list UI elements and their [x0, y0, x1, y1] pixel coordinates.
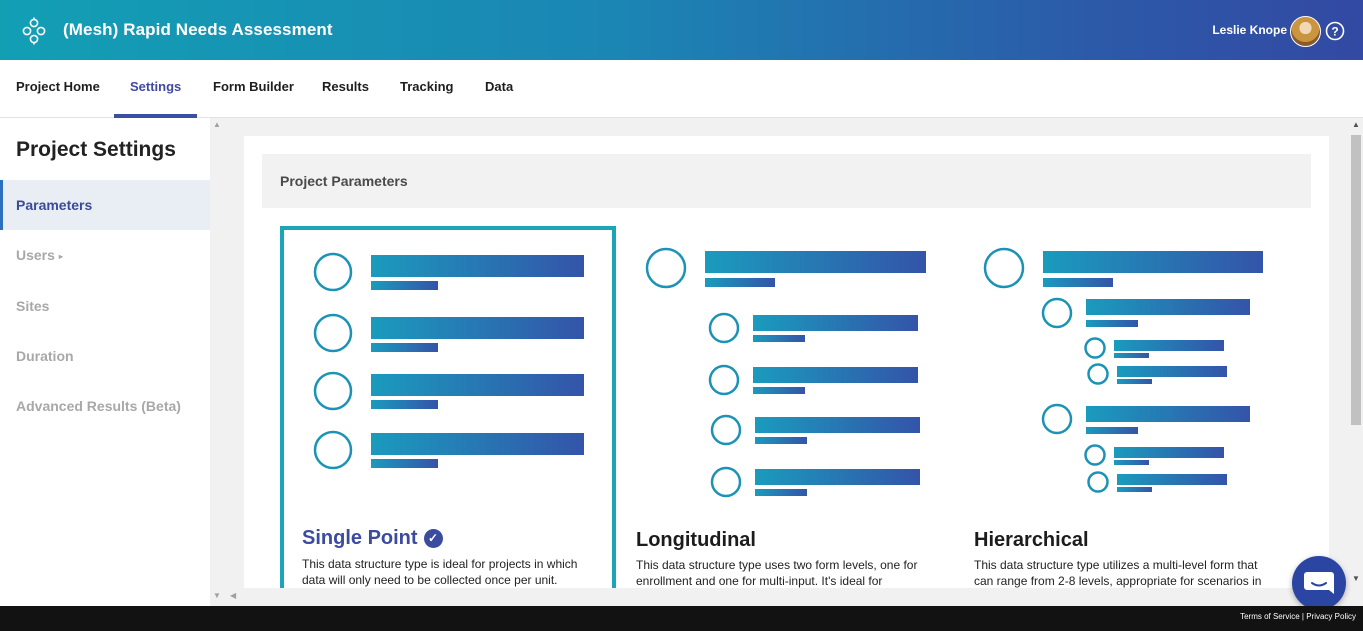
sidebar-item-advanced-results[interactable]: Advanced Results (Beta) — [16, 398, 181, 414]
caret-right-icon: ▸ — [58, 252, 63, 261]
tab-settings-label: Settings — [130, 79, 182, 94]
single-point-diagram — [313, 252, 584, 470]
sidebar-item-duration[interactable]: Duration — [16, 348, 74, 364]
project-parameters-panel: Project Parameters Single Point ✓ This — [244, 136, 1329, 588]
footer: Terms of Service | Privacy Policy — [0, 606, 1363, 631]
card-title: Longitudinal — [636, 529, 756, 551]
section-header: Project Parameters — [262, 154, 1311, 208]
main-scrollbar[interactable]: ▲ ▼ — [1349, 118, 1363, 588]
sidebar-item-parameters[interactable]: Parameters — [0, 180, 210, 230]
app-title: (Mesh) Rapid Needs Assessment — [63, 20, 333, 39]
mesh-logo-icon[interactable] — [21, 17, 47, 45]
tab-tracking[interactable]: Tracking — [400, 79, 454, 94]
hierarchical-card[interactable]: Hierarchical This data structure type ut… — [970, 226, 1306, 588]
single-point-card[interactable]: Single Point ✓ This data structure type i… — [280, 226, 616, 588]
card-description: This data structure type utilizes a mult… — [974, 558, 1262, 588]
scrollbar-thumb[interactable] — [1351, 135, 1361, 425]
card-title: Hierarchical — [974, 529, 1089, 551]
tab-results[interactable]: Results — [322, 79, 369, 94]
sidebar-item-users[interactable]: Users ▸ — [0, 230, 210, 280]
chat-bubble-icon — [1304, 572, 1334, 594]
svg-text:?: ? — [1331, 25, 1338, 39]
chat-launcher-button[interactable] — [1292, 556, 1346, 610]
scroll-up-arrow-icon[interactable]: ▲ — [213, 120, 221, 129]
tab-data[interactable]: Data — [485, 79, 514, 94]
horizontal-scrollbar[interactable]: ◀ — [224, 588, 1349, 606]
section-title: Project Parameters — [280, 173, 408, 189]
sidebar-item-label: Users — [16, 247, 55, 263]
user-name[interactable]: Leslie Knope — [1212, 23, 1287, 37]
scroll-down-arrow-icon[interactable]: ▼ — [1352, 574, 1360, 583]
app-header: (Mesh) Rapid Needs Assessment Leslie Kno… — [0, 0, 1363, 60]
card-title-text: Single Point — [302, 527, 418, 549]
scroll-left-arrow-icon[interactable]: ◀ — [230, 591, 237, 600]
footer-links: Terms of Service | Privacy Policy — [1240, 612, 1356, 621]
avatar[interactable] — [1290, 16, 1321, 47]
sidebar-scrollbar[interactable]: ▲ ▼ — [210, 118, 224, 606]
tab-form-builder[interactable]: Form Builder — [213, 79, 294, 94]
active-tab-indicator — [114, 114, 198, 118]
longitudinal-diagram — [645, 247, 926, 498]
longitudinal-card[interactable]: Longitudinal This data structure type us… — [632, 226, 968, 588]
top-nav: Project Home Settings Form Builder Resul… — [0, 60, 1363, 118]
hierarchical-diagram — [983, 247, 1263, 493]
scroll-down-arrow-icon[interactable]: ▼ — [213, 591, 221, 600]
sidebar-title: Project Settings — [16, 138, 176, 161]
card-description: This data structure type is ideal for pr… — [302, 557, 578, 587]
sidebar-item-sites[interactable]: Sites — [16, 298, 50, 314]
help-icon[interactable]: ? — [1325, 21, 1345, 41]
footer-divider: | — [1301, 612, 1307, 621]
tab-project-home[interactable]: Project Home — [16, 79, 100, 94]
scroll-up-arrow-icon[interactable]: ▲ — [1352, 120, 1360, 129]
terms-of-service-link[interactable]: Terms of Service — [1240, 612, 1300, 621]
card-title: Single Point ✓ — [302, 527, 443, 550]
selected-check-icon: ✓ — [423, 529, 443, 548]
tab-settings[interactable]: Settings — [114, 60, 198, 118]
settings-sidebar: Project Settings Parameters Users ▸ Sites… — [0, 118, 210, 606]
privacy-policy-link[interactable]: Privacy Policy — [1306, 612, 1356, 621]
card-description: This data structure type uses two form l… — [636, 558, 918, 588]
